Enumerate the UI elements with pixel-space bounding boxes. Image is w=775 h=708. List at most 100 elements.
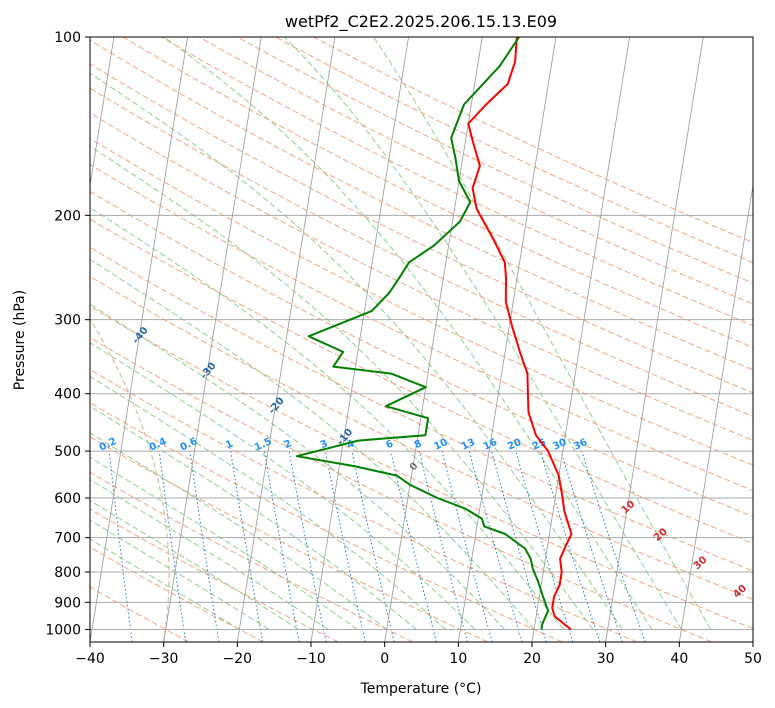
mixing-ratio-line [158,451,187,642]
x-tick-label: 0 [380,651,389,667]
mixing-ratio-line [324,451,366,642]
y-tick-label: 900 [54,595,81,611]
y-tick-label: 500 [54,444,81,460]
plot-frame [89,36,754,643]
dry-adiabat-line [90,246,753,572]
mixing-ratio-line [581,450,646,642]
theta-e-line [90,318,170,642]
y-tick-label: 200 [54,208,81,224]
mixing-ratio-label: 36 [572,437,589,453]
mixing-ratio-line [515,450,574,642]
dry-adiabat-line [90,39,753,371]
mixing-ratio-label: 20 [506,437,523,453]
moist-adiabat-line [284,37,682,630]
chart-title: wetPf2_C2E2.2025.206.15.13.E09 [285,12,557,32]
mixing-ratio-label: 8 [413,438,424,451]
dry-adiabat-line [313,37,753,243]
y-tick-label: 100 [54,30,81,46]
dewpoint-line [295,37,550,630]
mixing-ratio-line [263,451,300,642]
mixing-ratio-line [108,451,133,642]
y-tick-label: 600 [54,491,81,507]
x-tick-label: −40 [75,651,105,667]
y-tick-label: 800 [54,565,81,581]
isotherm-line [163,37,262,642]
dry-adiabat-line [90,508,339,642]
x-tick-label: 50 [744,651,762,667]
dry-adiabat-line [198,37,753,305]
isotherm-line [90,37,115,188]
moist-adiabat-line [163,37,653,630]
moist-adiabats [90,37,712,630]
mixing-ratio-label: 6 [384,438,395,451]
theta-e-line [0,37,66,642]
mixing-ratio-label: 16 [482,437,499,453]
x-tick-label: 40 [670,651,688,667]
isotherm-line [531,37,630,642]
mixing-ratio-label: 25 [531,437,548,453]
dry-adiabat-line [275,37,753,264]
mixing-ratio-label: 3 [319,438,330,451]
moist-adiabat-line [90,432,388,630]
x-tick-label: −20 [223,651,253,667]
x-axis-label: Temperature (°C) [360,681,482,697]
dry-adiabat-line [90,63,753,394]
moist-adiabat-line [90,519,270,630]
mixing-ratio-line [390,450,437,642]
mixing-ratio-line [560,450,623,642]
mixing-ratio-line [418,450,468,642]
moist-adiabat-line [90,72,623,630]
x-tick-label: 20 [523,651,541,667]
dry-adiabat-line [90,402,563,642]
isotherm-label: -50 [64,281,84,302]
isobar-grid [90,37,753,630]
mixing-ratio-label: 1 [224,438,235,451]
moist-adiabat-line [90,478,329,630]
mixing-ratio-lines [108,450,646,642]
y-axis: 100 200 300 400 500 600 700 800 900 1000 [45,30,90,638]
temperature-line [467,37,573,631]
dry-adiabat-line [90,112,753,441]
dry-adiabat-line [90,163,753,492]
y-axis-label: Pressure (hPa) [12,290,28,390]
y-tick-label: 700 [54,531,81,547]
isotherm-line [605,37,704,642]
isotherm-line [457,37,557,642]
dry-adiabat-line [90,337,712,642]
mixing-ratio-label: 2 [283,438,294,451]
isotherm-line [236,37,336,642]
sounding-series [295,37,573,631]
mixing-ratio-line [468,450,523,642]
y-tick-label: 1000 [45,622,81,638]
moist-adiabat-line [90,405,417,630]
mixing-ratio-label: 10 [432,437,449,453]
dry-adiabat-line [90,218,753,544]
plot-area [90,37,753,642]
isotherm-label: -60 [0,236,18,257]
isotherm-line [90,37,188,642]
y-tick-label: 300 [54,313,81,329]
x-tick-label: 30 [597,651,615,667]
mixing-ratio-label: 4 [345,438,356,451]
moist-adiabat-line [90,258,535,630]
moist-adiabat-line [90,499,299,630]
mixing-ratio-label: 30 [551,437,568,453]
dry-adiabat-line [90,369,638,642]
isotherm-line [384,37,483,642]
dry-adiabat-line [90,436,488,642]
theta-e-lines [0,37,170,642]
dry-adiabat-line [160,37,753,327]
mixing-ratio-line [441,450,493,642]
moist-adiabat-line [90,538,240,630]
isotherm-line [310,37,409,642]
moist-adiabat-line [90,145,594,630]
isotherm-grid [90,37,753,642]
x-tick-label: 10 [449,651,467,667]
mixing-ratio-line [189,451,220,642]
x-tick-label: −10 [296,651,326,667]
mixing-ratio-line [288,451,327,642]
dry-adiabat-line [90,87,753,417]
x-tick-label: −30 [149,651,179,667]
mixing-ratio-line [230,451,264,642]
